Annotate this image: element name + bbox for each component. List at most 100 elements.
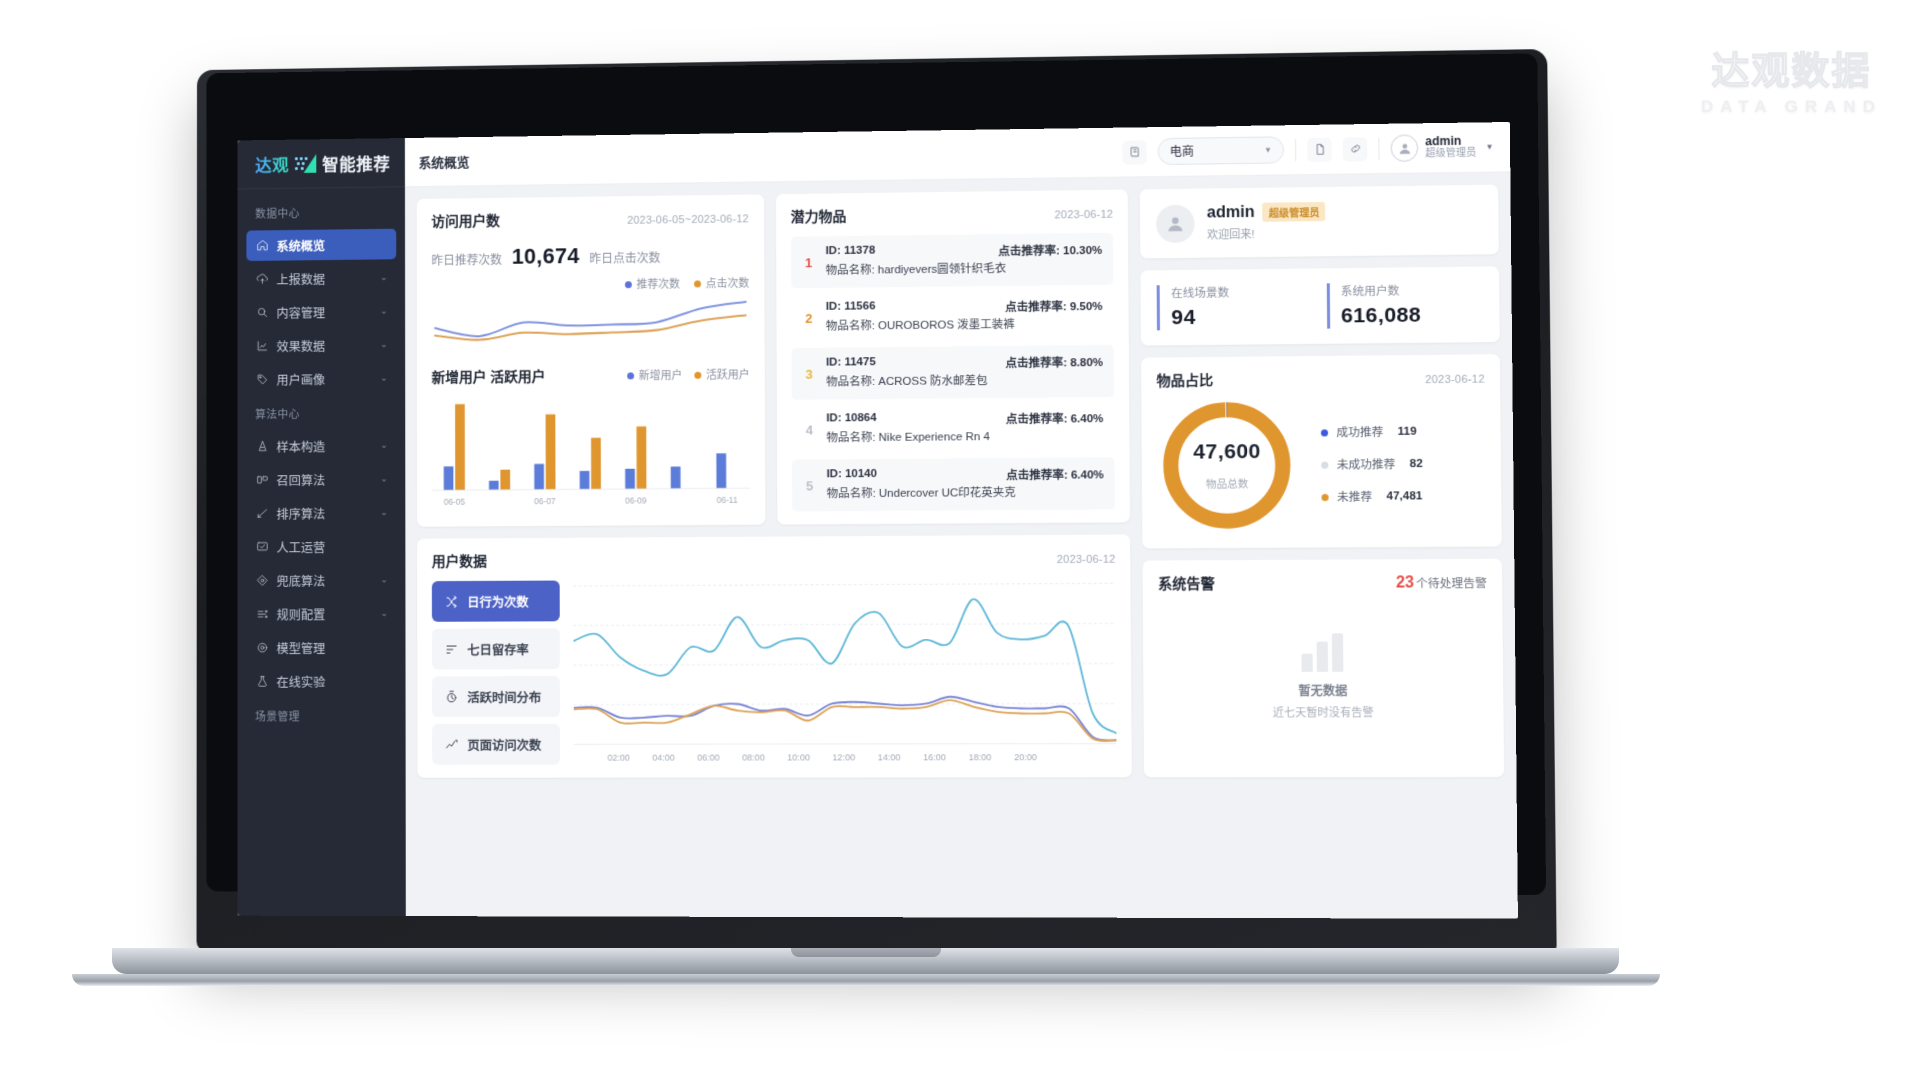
tab-1[interactable]: 七日留存率 xyxy=(431,628,560,670)
userdata-tabs: 日行为次数七日留存率活跃时间分布 页面访问次数 xyxy=(431,580,561,765)
chevron-down-icon: ⌄ xyxy=(380,305,388,316)
welcome-name-row: admin 超级管理员 xyxy=(1207,201,1326,223)
logo-mark-icon xyxy=(294,154,317,173)
items-list: 1 ID: 11378 点击推荐率: 10.30% 物品名称: hardiyevers… xyxy=(790,232,1116,512)
recall-icon xyxy=(255,473,269,487)
svg-text:06-09: 06-09 xyxy=(625,495,647,506)
book-icon[interactable] xyxy=(1122,139,1147,165)
sidebar-item-3-g0[interactable]: 效果数据 ⌄ xyxy=(246,329,396,361)
sidebar-item-label: 效果数据 xyxy=(276,339,326,355)
sidebar-item-7-g1[interactable]: 在线实验 xyxy=(246,666,396,697)
welcome-subtitle: 欢迎回来! xyxy=(1207,228,1255,242)
item-id: ID: 10140 xyxy=(826,467,877,481)
tab-label: 七日留存率 xyxy=(467,643,529,658)
sidebar-item-6-g1[interactable]: 模型管理 xyxy=(246,632,396,663)
item-name: 物品名称: Nike Experience Rn 4 xyxy=(826,431,990,445)
user-menu[interactable]: admin 超级管理员 ▼ xyxy=(1390,133,1494,162)
list-item[interactable]: 1 ID: 11378 点击推荐率: 10.30% 物品名称: hardiyevers… xyxy=(790,232,1114,289)
stat-value: 94 xyxy=(1171,305,1196,330)
sidebar-item-label: 模型管理 xyxy=(276,642,326,657)
bar-legend: 新增用户 活跃用户 xyxy=(626,366,750,383)
sidebar-nav: 数据中心 系统概览 上报数据 ⌄ 内容管理 ⌄ 效果数据 ⌄ 用户画像 ⌄ 算法中心 样本构造 ⌄ 召回算… xyxy=(238,187,406,730)
welcome-text: admin 超级管理员 欢迎回来! xyxy=(1207,201,1326,243)
list-item[interactable]: 2 ID: 11566 点击推荐率: 9.50% 物品名称: OUROBOROS 泼墨… xyxy=(790,288,1114,345)
trend-icon xyxy=(445,737,459,751)
kpi-label: 昨日推荐次数 xyxy=(431,253,502,268)
brand-watermark: 达观数据 DATA GRAND xyxy=(1701,40,1882,117)
item-content: ID: 10864 点击推荐率: 6.40% 物品名称: Nike Experien… xyxy=(826,410,1103,446)
tab-3[interactable]: 页面访问次数 xyxy=(432,723,561,765)
daily-behavior-line-chart: 02:00 04:00 06:00 08:00 10:00 12:00 14:00 16:00… xyxy=(573,578,1116,765)
brand-logo[interactable]: 达观 智能推荐 xyxy=(237,138,405,190)
kpi-value: 10,674 xyxy=(511,243,580,269)
brand-name: 达观 xyxy=(255,151,289,176)
donut-legend: 成功推荐 119 未成功推荐 82 xyxy=(1321,424,1423,506)
svg-text:16:00: 16:00 xyxy=(923,752,946,762)
sidebar-item-4-g1[interactable]: 兜底算法 ⌄ xyxy=(246,564,396,595)
chevron-down-icon: ⌄ xyxy=(380,608,388,619)
legend-item: 未推荐 47,481 xyxy=(1321,488,1423,505)
svg-text:08:00: 08:00 xyxy=(742,753,765,763)
list-item[interactable]: 3 ID: 11475 点击推荐率: 8.80% 物品名称: ACROSS 防水邮差包 xyxy=(791,344,1115,400)
tab-2[interactable]: 活跃时间分布 xyxy=(431,676,560,718)
sidebar-item-0-g1[interactable]: 样本构造 ⌄ xyxy=(246,430,396,462)
legend-value: 82 xyxy=(1409,457,1423,471)
manual-icon xyxy=(255,540,269,554)
scene-select[interactable]: 电商 ▼ xyxy=(1157,136,1285,166)
user-info: admin 超级管理员 xyxy=(1425,133,1476,161)
legend-value: 119 xyxy=(1397,425,1417,438)
doc-icon[interactable] xyxy=(1307,137,1332,162)
link-icon[interactable] xyxy=(1342,136,1368,162)
card-title: 用户数据 xyxy=(431,553,487,570)
bar-card-head: 新增用户 活跃用户 新增用户 活跃用户 xyxy=(432,364,750,387)
svg-text:18:00: 18:00 xyxy=(969,752,992,762)
alert-count-number: 23 xyxy=(1395,574,1415,592)
chevron-down-icon: ▼ xyxy=(1263,145,1272,155)
sidebar-item-2-g1[interactable]: 排序算法 ⌄ xyxy=(246,497,396,529)
tab-0[interactable]: 日行为次数 xyxy=(431,580,560,622)
stat-label: 系统用户数 xyxy=(1340,285,1400,299)
alert-count: 23 个待处理告警 xyxy=(1396,574,1487,593)
sidebar-item-0-g0[interactable]: 系统概览 xyxy=(246,228,397,262)
avatar xyxy=(1390,134,1419,162)
item-content: ID: 10140 点击推荐率: 6.40% 物品名称: Undercover UC… xyxy=(827,466,1105,502)
sidebar-item-1-g1[interactable]: 召回算法 ⌄ xyxy=(246,464,396,496)
chevron-down-icon: ⌄ xyxy=(380,439,388,450)
sidebar-item-label: 样本构造 xyxy=(276,440,326,455)
list-item[interactable]: 5 ID: 10140 点击推荐率: 6.40% 物品名称: Undercover U… xyxy=(791,457,1116,512)
sidebar-item-4-g0[interactable]: 用户画像 ⌄ xyxy=(246,363,396,395)
item-name: 物品名称: hardiyevers圆领针织毛衣 xyxy=(825,262,1007,278)
svg-text:14:00: 14:00 xyxy=(878,752,901,762)
sidebar-item-1-g0[interactable]: 上报数据 ⌄ xyxy=(246,262,396,294)
item-rate: 点击推荐率: 10.30% xyxy=(998,244,1103,259)
svg-text:10:00: 10:00 xyxy=(787,753,810,763)
card-title: 系统告警 xyxy=(1158,575,1215,592)
sidebar: 达观 智能推荐 数据中心 系统概览 上报数据 ⌄ 内容管理 ⌄ 效果数据 ⌄ 用户画像 ⌄ 算法中心… xyxy=(237,138,406,917)
chevron-down-icon: ⌄ xyxy=(380,507,388,518)
item-id: ID: 11378 xyxy=(825,244,876,258)
legend-item: 成功推荐 119 xyxy=(1321,424,1422,441)
sidebar-item-5-g1[interactable]: 规则配置 ⌄ xyxy=(246,598,396,629)
visit-users-card: 访问用户数 2023-06-05~2023-06-12 昨日推荐次数 10,67… xyxy=(416,194,766,527)
list-item[interactable]: 4 ID: 10864 点击推荐率: 6.40% 物品名称: Nike Experie… xyxy=(791,400,1115,456)
laptop-base xyxy=(112,948,1619,974)
visit-card-head: 访问用户数 2023-06-05~2023-06-12 xyxy=(431,207,749,231)
item-content: ID: 11378 点击推荐率: 10.30% 物品名称: hardiyevers圆… xyxy=(825,242,1102,279)
breadcrumb: 系统概览 xyxy=(418,154,470,171)
chevron-down-icon: ⌄ xyxy=(380,339,388,350)
topbar-divider xyxy=(1295,138,1297,161)
item-content: ID: 11475 点击推荐率: 8.80% 物品名称: ACROSS 防水邮差包 xyxy=(826,354,1103,391)
svg-text:02:00: 02:00 xyxy=(607,753,629,763)
item-line-top: ID: 11475 点击推荐率: 8.80% xyxy=(826,354,1103,373)
sidebar-item-2-g0[interactable]: 内容管理 ⌄ xyxy=(246,296,396,328)
item-rate: 点击推荐率: 8.80% xyxy=(1005,356,1104,370)
stats-card: 在线场景数 94 系统用户数 616,088 xyxy=(1140,266,1500,346)
chart-icon xyxy=(255,339,269,353)
item-rank: 2 xyxy=(805,310,813,326)
alert-count-suffix: 个待处理告警 xyxy=(1416,577,1487,591)
sidebar-item-3-g1[interactable]: 人工运营 xyxy=(246,531,396,562)
visit-line-chart xyxy=(431,285,749,358)
sort-icon xyxy=(255,506,269,520)
donut-card-head: 物品占比 2023-06-12 xyxy=(1157,367,1485,390)
card-title: 访问用户数 xyxy=(431,212,500,230)
